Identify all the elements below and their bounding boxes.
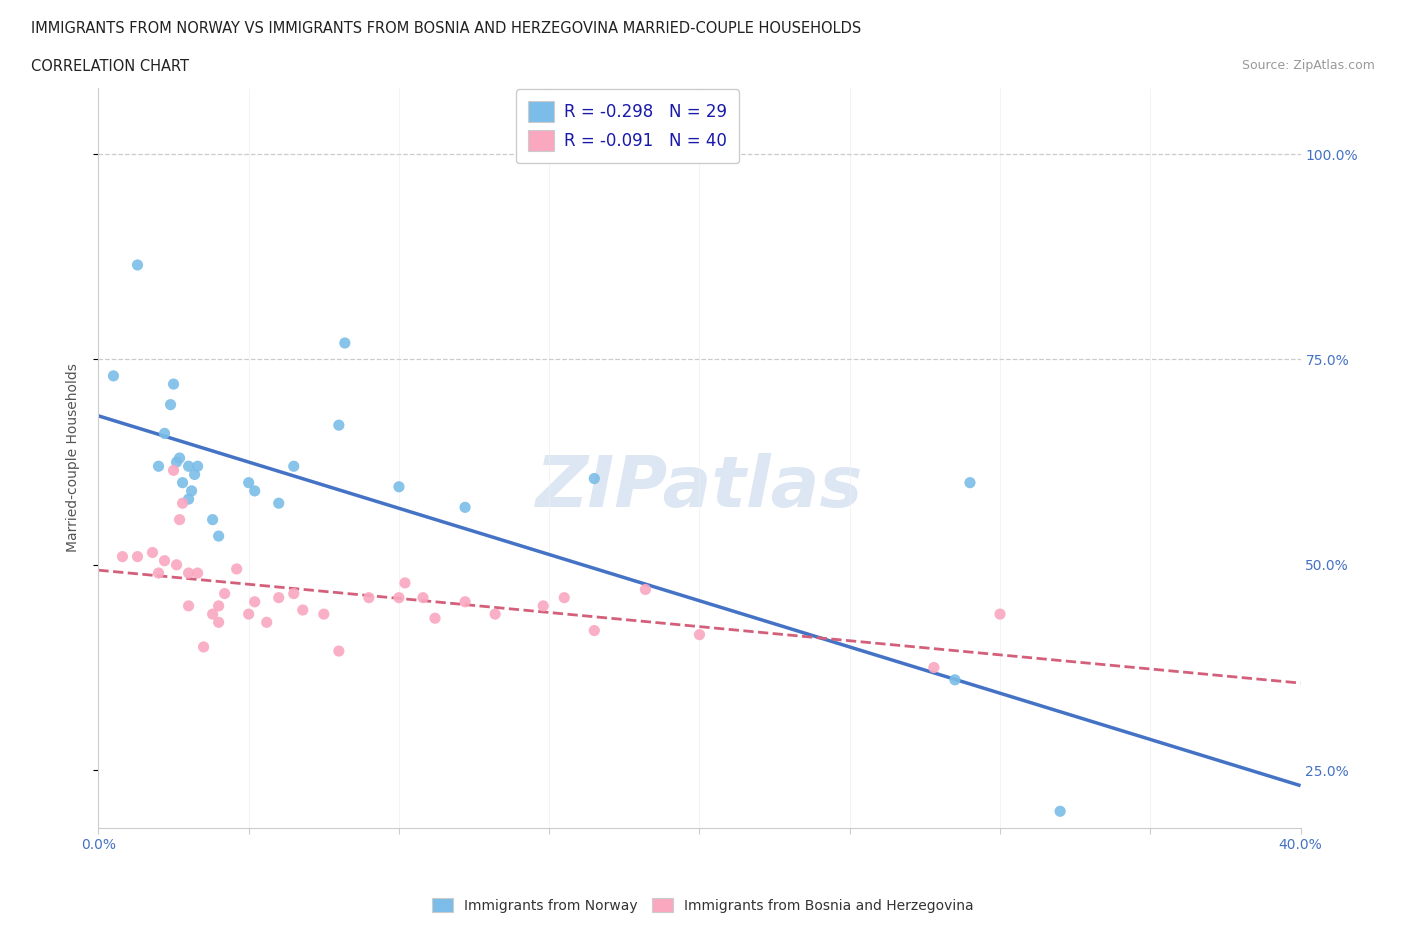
Point [177,565,200,580]
Point [177,492,200,507]
Point [454,594,477,609]
Point [328,644,350,658]
Point [922,660,945,675]
Point [238,475,260,490]
Point [484,606,506,621]
Point [141,545,163,560]
Point [283,586,305,601]
Point [208,528,231,543]
Point [201,512,224,527]
Point [583,623,606,638]
Point [634,582,657,597]
Point [388,591,411,605]
Y-axis label: Married-couple Households: Married-couple Households [66,364,80,552]
Text: ZIPatlas: ZIPatlas [536,453,863,522]
Point [193,640,215,655]
Point [553,591,575,605]
Text: Source: ZipAtlas.com: Source: ZipAtlas.com [1241,59,1375,72]
Point [388,479,411,494]
Point [291,603,314,618]
Point [718,841,741,856]
Point [267,496,290,511]
Point [111,549,134,564]
Point [169,451,191,466]
Point [177,599,200,614]
Point [689,627,711,642]
Text: IMMIGRANTS FROM NORWAY VS IMMIGRANTS FROM BOSNIA AND HERZEGOVINA MARRIED-COUPLE : IMMIGRANTS FROM NORWAY VS IMMIGRANTS FRO… [31,21,862,36]
Point [162,463,184,478]
Point [153,553,176,568]
Point [988,606,1011,621]
Point [412,591,434,605]
Point [127,549,149,564]
Point [201,606,224,621]
Point [169,512,191,527]
Point [283,458,305,473]
Point [208,615,231,630]
Point [187,565,209,580]
Point [328,418,350,432]
Point [208,599,231,614]
Point [583,472,606,486]
Point [454,500,477,515]
Point [333,336,356,351]
Point [180,484,202,498]
Point [148,458,170,473]
Point [243,484,266,498]
Point [943,672,966,687]
Point [531,599,554,614]
Point [312,606,335,621]
Legend: R = -0.298   N = 29, R = -0.091   N = 40: R = -0.298 N = 29, R = -0.091 N = 40 [516,89,740,163]
Point [162,377,184,392]
Point [159,397,181,412]
Point [1049,804,1071,818]
Point [959,475,981,490]
Point [127,258,149,272]
Point [267,591,290,605]
Point [423,611,446,626]
Point [214,586,236,601]
Point [357,591,380,605]
Point [183,467,205,482]
Point [238,606,260,621]
Point [256,615,278,630]
Text: CORRELATION CHART: CORRELATION CHART [31,59,188,73]
Point [243,594,266,609]
Point [166,557,188,572]
Point [172,496,194,511]
Point [153,426,176,441]
Point [187,458,209,473]
Point [166,455,188,470]
Legend: Immigrants from Norway, Immigrants from Bosnia and Herzegovina: Immigrants from Norway, Immigrants from … [427,893,979,919]
Point [177,458,200,473]
Point [103,368,125,383]
Point [225,562,247,577]
Point [172,475,194,490]
Point [148,565,170,580]
Point [394,576,416,591]
